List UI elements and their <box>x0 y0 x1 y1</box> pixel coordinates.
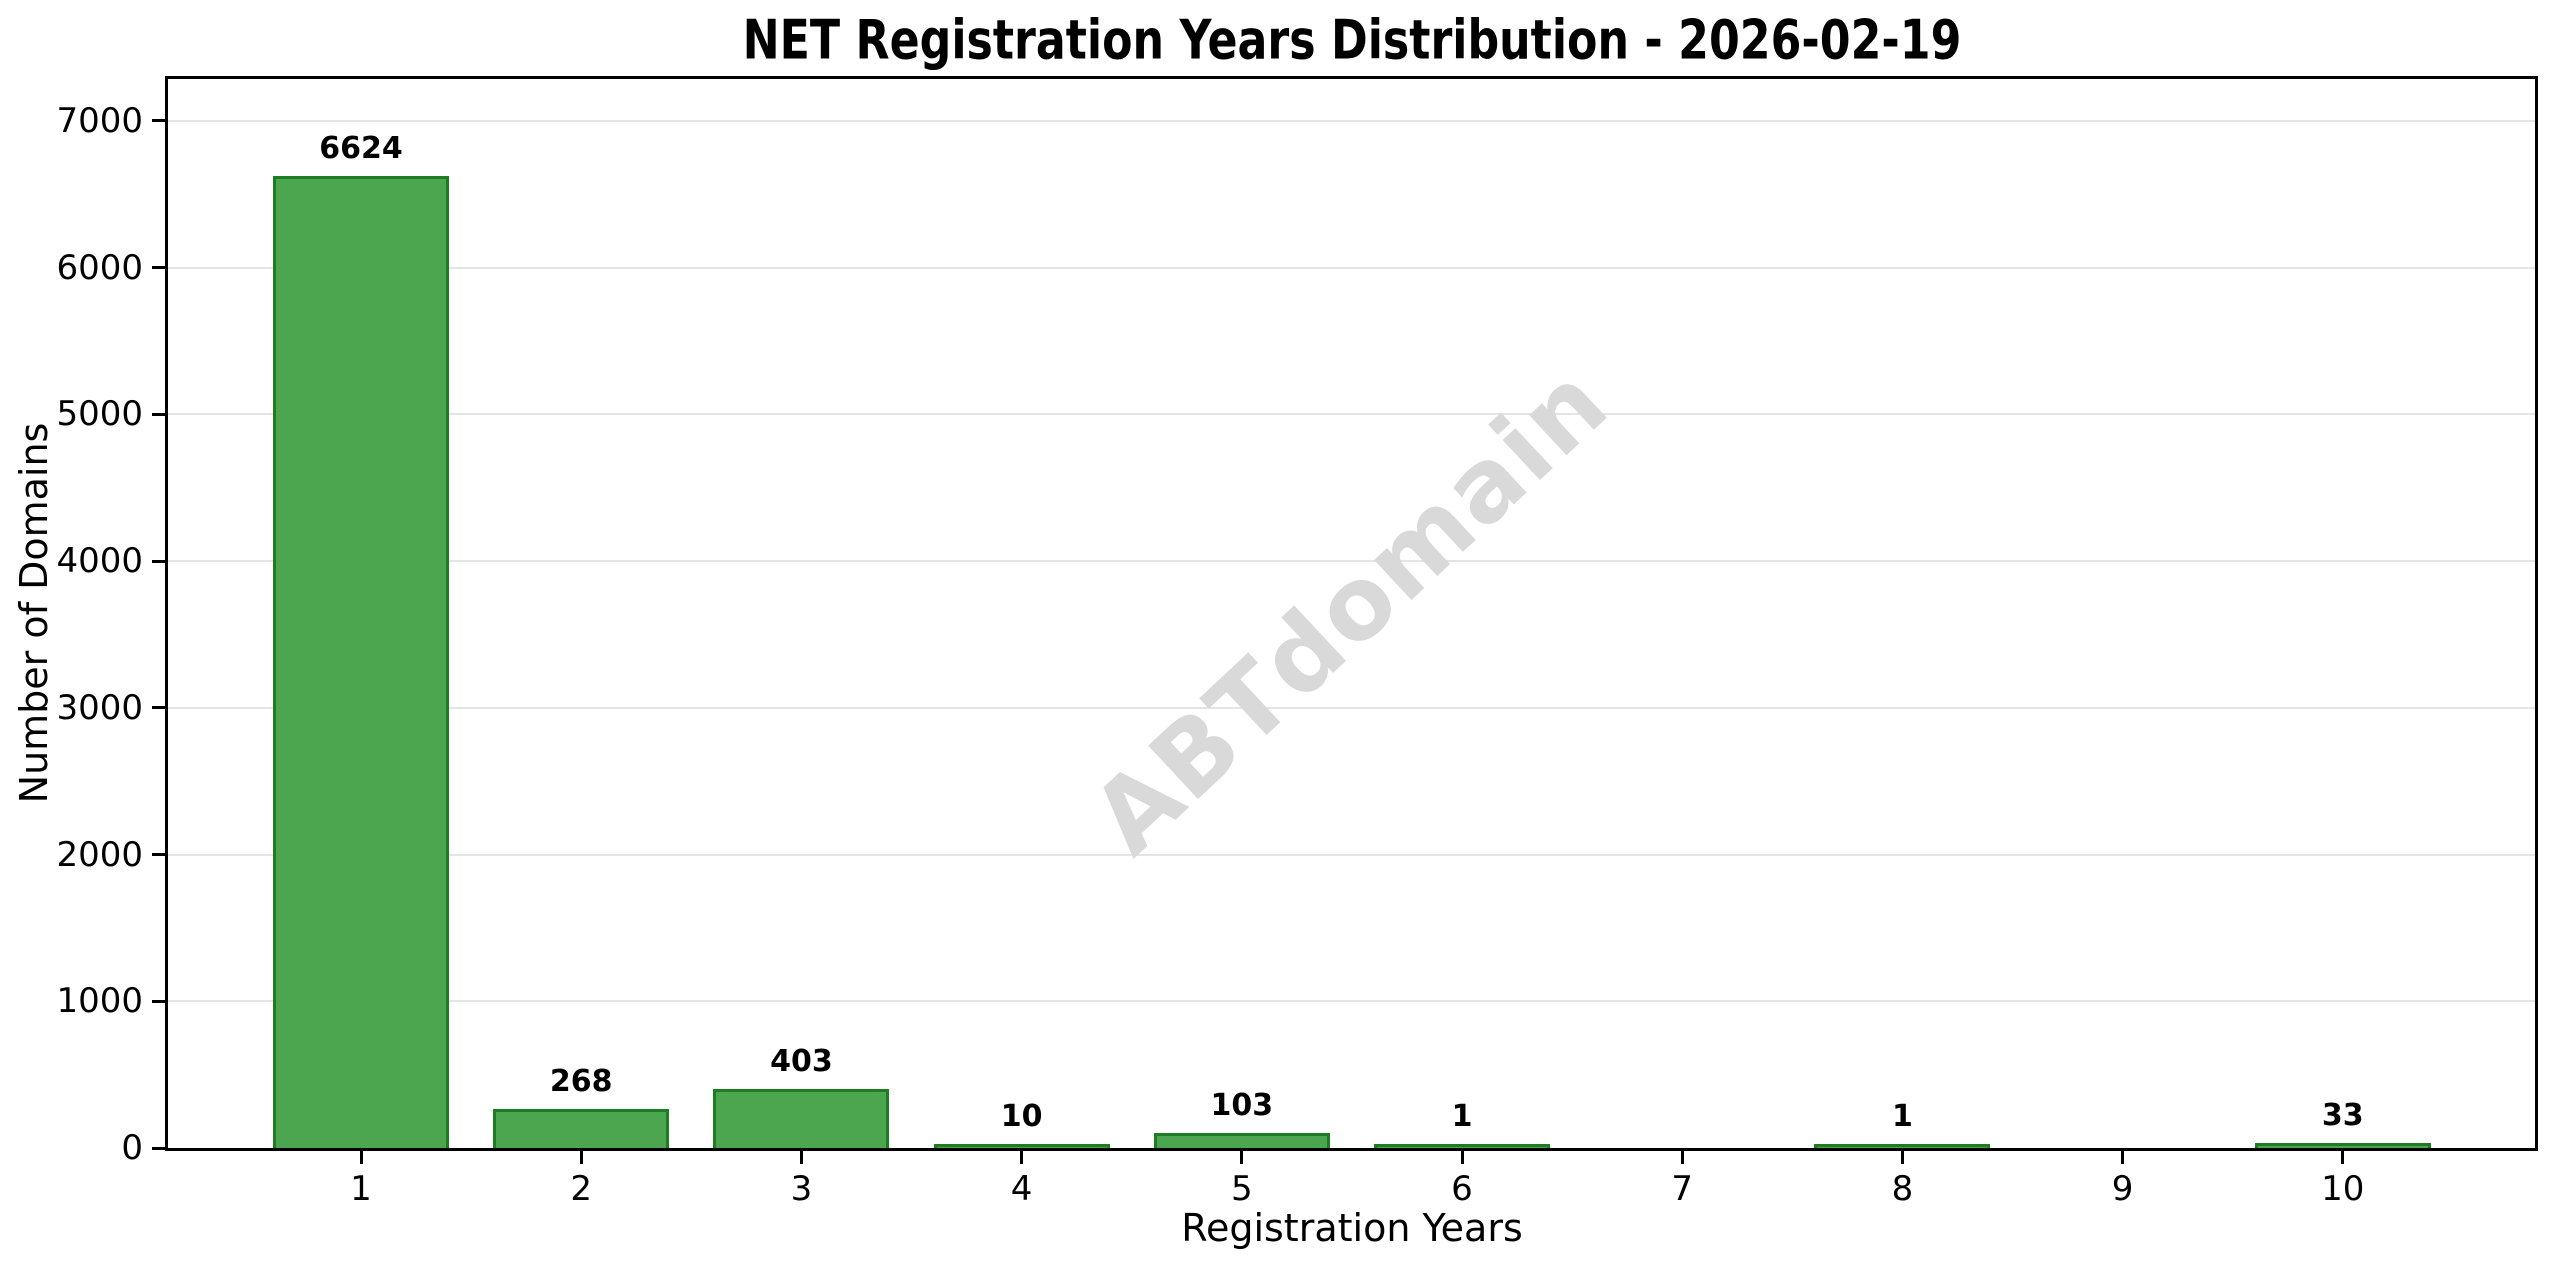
bar-value-label: 268 <box>549 1064 613 1099</box>
x-tick-mark <box>1020 1151 1024 1164</box>
x-tick-mark <box>359 1151 363 1164</box>
y-tick-mark <box>152 559 165 563</box>
gridline-2000 <box>168 853 2535 856</box>
gridline-7000 <box>168 119 2535 122</box>
x-tick-mark <box>2341 1151 2345 1164</box>
bar-year-6 <box>1374 1144 1550 1148</box>
x-tick-label-10: 10 <box>2321 1169 2365 1209</box>
x-tick-label-2: 2 <box>570 1169 593 1209</box>
y-tick-mark <box>152 266 165 270</box>
y-tick-label: 5000 <box>56 394 143 435</box>
gridline-5000 <box>168 413 2535 416</box>
bar-value-label: 10 <box>1000 1099 1043 1134</box>
bars-layer: 6624 268 403 10 103 1 1 33 <box>168 79 2535 1148</box>
x-tick-label-7: 7 <box>1671 1169 1694 1209</box>
bar-year-8 <box>1814 1144 1991 1148</box>
chart-title: NET Registration Years Distribution - 20… <box>742 8 1962 72</box>
y-tick-mark <box>152 412 165 416</box>
bar-value-label: 103 <box>1210 1088 1274 1123</box>
x-tick-mark <box>2121 1151 2125 1164</box>
gridline-3000 <box>168 706 2535 709</box>
x-tick-mark <box>1900 1151 1904 1164</box>
y-tick-label: 2000 <box>56 834 143 875</box>
x-tick-label-1: 1 <box>350 1169 372 1209</box>
bar-year-1 <box>273 176 449 1148</box>
bar-value-label: 1 <box>1891 1099 1913 1134</box>
y-tick-mark <box>152 853 165 857</box>
bar-value-label: 1 <box>1451 1099 1473 1134</box>
x-tick-label-8: 8 <box>1891 1169 1914 1209</box>
bar-year-10 <box>2254 1143 2431 1148</box>
y-tick-mark <box>152 119 165 123</box>
gridlines-layer <box>168 79 2535 1148</box>
bar-year-2 <box>493 1109 670 1148</box>
y-tick-mark <box>152 999 165 1003</box>
x-tick-mark <box>799 1151 803 1164</box>
gridline-1000 <box>168 1000 2535 1003</box>
y-tick-label: 1000 <box>56 981 143 1022</box>
bar-value-label: 403 <box>770 1044 833 1079</box>
plot-area: ABTdomain 6624 268 403 10 103 1 1 33 <box>165 76 2538 1151</box>
x-tick-mark <box>1460 1151 1464 1164</box>
x-axis-title: Registration Years <box>1181 1206 1523 1250</box>
x-tick-mark <box>579 1151 583 1164</box>
x-tick-label-4: 4 <box>1010 1169 1033 1209</box>
bar-year-4 <box>933 1144 1110 1148</box>
y-tick-label: 6000 <box>56 247 143 288</box>
x-tick-label-6: 6 <box>1451 1169 1473 1209</box>
y-tick-mark <box>152 1146 165 1150</box>
y-tick-label: 0 <box>121 1128 143 1168</box>
x-tick-label-5: 5 <box>1230 1169 1253 1209</box>
x-tick-mark <box>1240 1151 1244 1164</box>
bar-value-label: 33 <box>2321 1098 2364 1133</box>
bar-year-3 <box>713 1089 890 1148</box>
bar-year-5 <box>1153 1133 1330 1148</box>
gridline-4000 <box>168 560 2535 563</box>
gridline-6000 <box>168 266 2535 269</box>
y-tick-label: 7000 <box>56 100 143 141</box>
y-tick-label: 4000 <box>56 541 143 582</box>
bar-value-label: 6624 <box>319 131 403 166</box>
x-tick-label-9: 9 <box>2111 1169 2134 1209</box>
y-tick-label: 3000 <box>56 687 143 728</box>
y-axis-title: Number of Domains <box>12 422 56 804</box>
x-tick-label-3: 3 <box>790 1169 813 1209</box>
x-tick-mark <box>1680 1151 1684 1164</box>
y-tick-mark <box>152 706 165 710</box>
